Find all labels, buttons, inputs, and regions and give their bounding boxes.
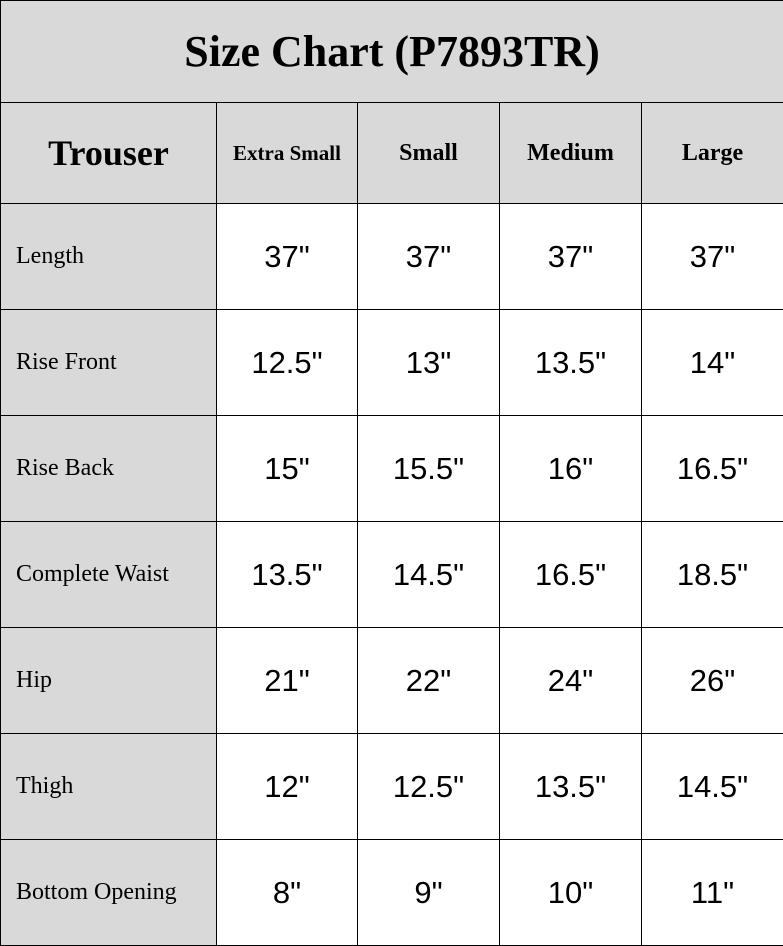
- measurement-cell: 16.5": [640, 415, 783, 522]
- size-header-medium: Medium: [499, 102, 642, 204]
- measurement-cell: 18.5": [640, 521, 783, 628]
- measurement-cell: 14.5": [640, 733, 783, 840]
- table-row: Rise Back 15" 15.5" 16" 16.5": [0, 415, 783, 522]
- measurement-cell: 26": [640, 627, 783, 734]
- measurement-cell: 24": [499, 627, 642, 734]
- measurement-cell: 14": [640, 309, 783, 416]
- row-label: Rise Back: [0, 415, 217, 522]
- measurement-cell: 8": [216, 839, 358, 946]
- row-label: Rise Front: [0, 309, 217, 416]
- measurement-cell: 15.5": [357, 415, 500, 522]
- measurement-cell: 13": [357, 309, 500, 416]
- table-row: Bottom Opening 8" 9" 10" 11": [0, 839, 783, 946]
- measurement-cell: 11": [640, 839, 783, 946]
- measurement-cell: 13.5": [216, 521, 358, 628]
- measurement-cell: 13.5": [499, 733, 642, 840]
- measurement-cell: 37": [357, 203, 500, 310]
- measurement-cell: 13.5": [499, 309, 642, 416]
- row-label: Hip: [0, 627, 217, 734]
- table-row: Hip 21" 22" 24" 26": [0, 627, 783, 734]
- measurement-cell: 22": [357, 627, 500, 734]
- table-row: Complete Waist 13.5" 14.5" 16.5" 18.5": [0, 521, 783, 628]
- measurement-cell: 15": [216, 415, 358, 522]
- chart-title: Size Chart (P7893TR): [0, 0, 783, 103]
- category-header: Trouser: [0, 102, 217, 204]
- measurement-cell: 37": [499, 203, 642, 310]
- measurement-cell: 21": [216, 627, 358, 734]
- measurement-cell: 14.5": [357, 521, 500, 628]
- row-label: Complete Waist: [0, 521, 217, 628]
- measurement-cell: 12": [216, 733, 358, 840]
- measurement-cell: 16.5": [499, 521, 642, 628]
- header-row: Trouser Extra Small Small Medium Large: [0, 102, 783, 204]
- measurement-cell: 9": [357, 839, 500, 946]
- table-row: Thigh 12" 12.5" 13.5" 14.5": [0, 733, 783, 840]
- measurement-cell: 12.5": [216, 309, 358, 416]
- size-header-extra-small: Extra Small: [216, 102, 358, 204]
- table-row: Rise Front 12.5" 13" 13.5" 14": [0, 309, 783, 416]
- row-label: Thigh: [0, 733, 217, 840]
- row-label: Bottom Opening: [0, 839, 217, 946]
- size-header-small: Small: [357, 102, 500, 204]
- table-row: Length 37" 37" 37" 37": [0, 203, 783, 310]
- size-header-large: Large: [640, 102, 783, 204]
- measurement-cell: 10": [499, 839, 642, 946]
- row-label: Length: [0, 203, 217, 310]
- measurement-cell: 16": [499, 415, 642, 522]
- measurement-cell: 37": [216, 203, 358, 310]
- measurement-cell: 12.5": [357, 733, 500, 840]
- measurement-cell: 37": [640, 203, 783, 310]
